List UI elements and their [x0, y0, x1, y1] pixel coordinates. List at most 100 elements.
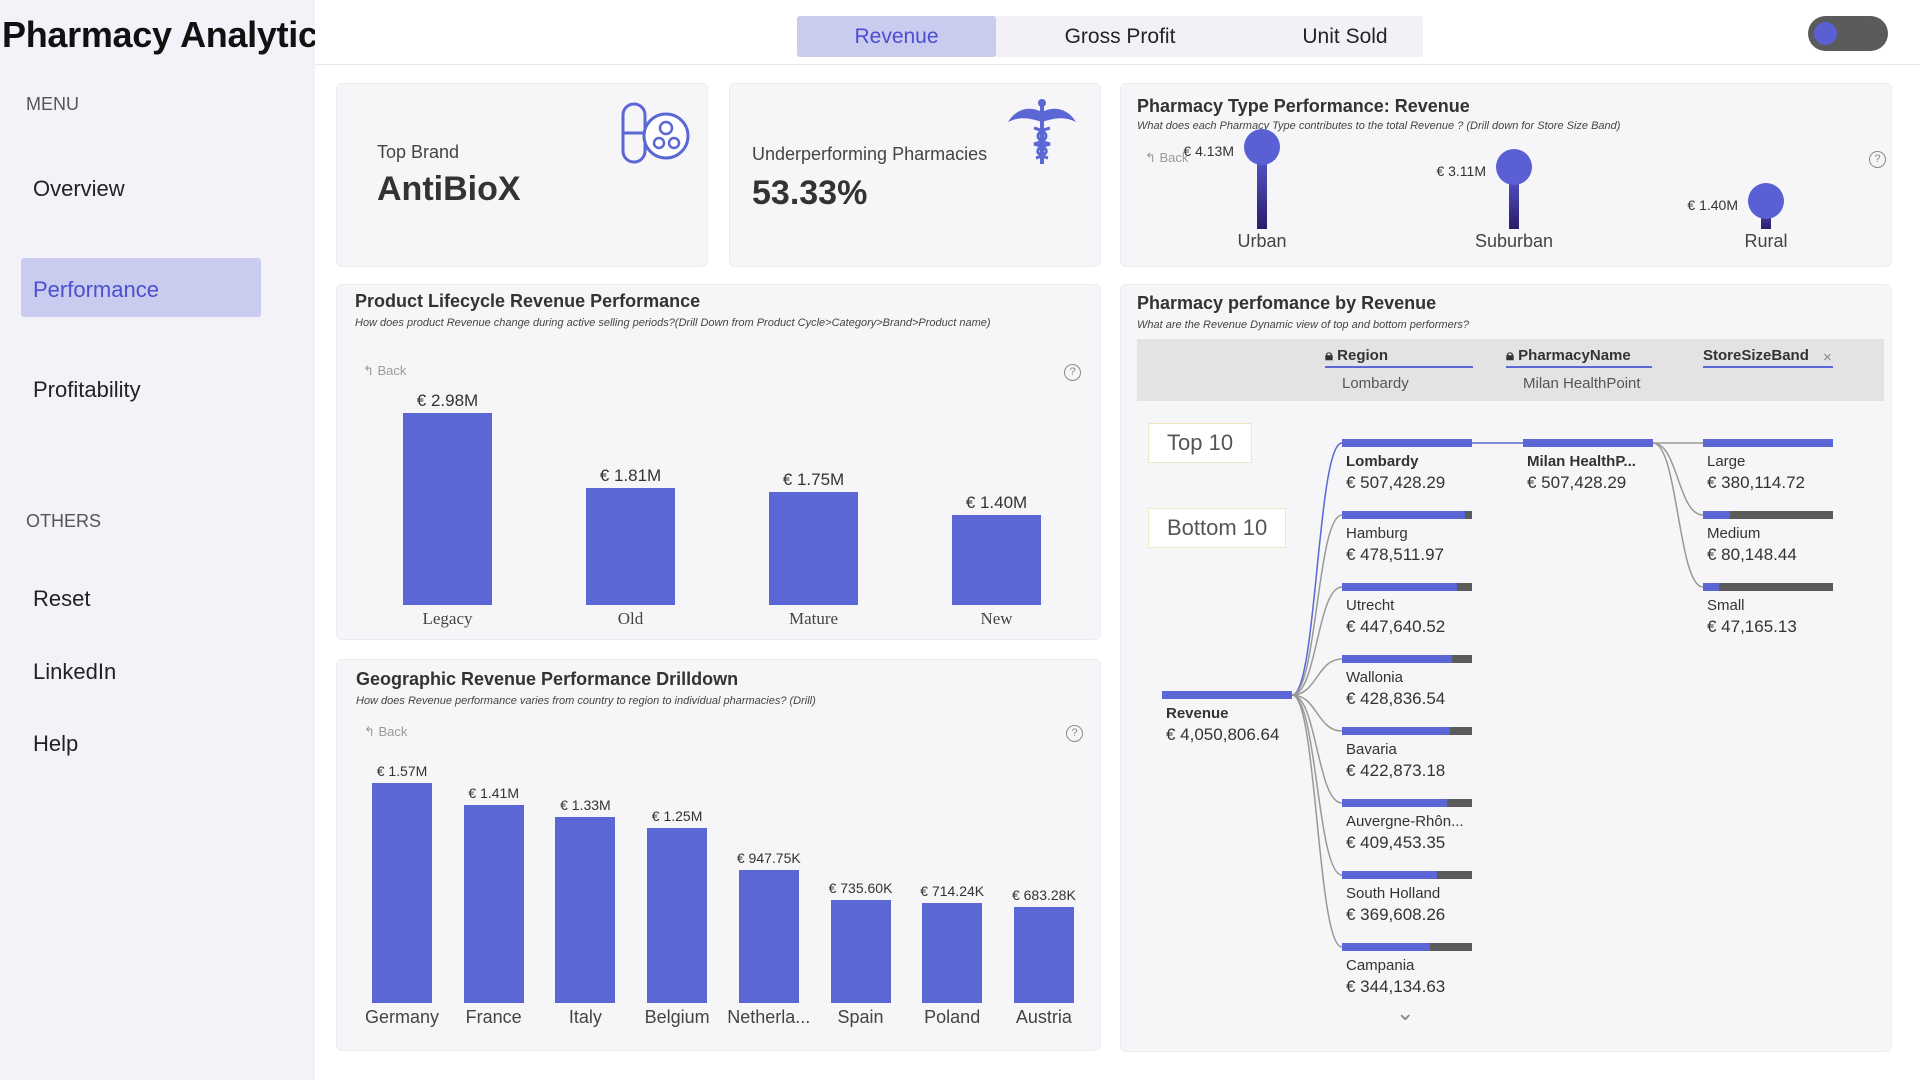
node-name: Auvergne-Rhôn... — [1346, 813, 1464, 830]
connector-line — [1291, 694, 1343, 948]
geographic-category-label: France — [465, 1007, 522, 1027]
region-node[interactable]: Bavaria € 422,873.18 — [1342, 727, 1482, 787]
node-name: Large — [1707, 453, 1746, 470]
connector-line — [1291, 694, 1343, 732]
type-value-label: € 1.40M — [1687, 197, 1738, 214]
decomp-subtitle: What are the Revenue Dynamic view of top… — [1137, 319, 1469, 331]
geographic-bar — [555, 816, 616, 1003]
type-lollipop-stem — [1257, 147, 1267, 229]
nav-item-linkedin[interactable]: LinkedIn — [33, 659, 117, 684]
top-10-button[interactable]: Top 10 — [1148, 423, 1253, 463]
decomp-title: Pharmacy perfomance by Revenue — [1137, 293, 1437, 313]
geographic-card: Geographic Revenue Performance Drilldown… — [336, 659, 1101, 1051]
node-bar-fill — [1342, 439, 1472, 447]
node-bar-fill — [1703, 511, 1731, 519]
type-lollipop-head — [1748, 183, 1784, 220]
store-size-node[interactable]: Large € 380,114.72 — [1703, 439, 1843, 499]
geographic-value-label: € 1.41M — [468, 785, 519, 802]
geographic-value-label: € 1.57M — [376, 763, 428, 779]
back-label: Back — [1159, 150, 1189, 165]
geographic-subtitle: How does Revenue performance varies from… — [356, 695, 816, 707]
nav-item-performance[interactable]: Performance — [33, 277, 159, 302]
node-bar-fill — [1162, 691, 1292, 699]
type-value-label: € 3.11M — [1436, 163, 1486, 180]
region-node[interactable]: Lombardy € 507,428.29 — [1342, 439, 1482, 499]
nav-item-profitability[interactable]: Profitability — [33, 377, 141, 402]
connector-line — [1291, 694, 1343, 876]
geographic-title: Geographic Revenue Performance Drilldown — [356, 669, 739, 689]
geographic-value-label: € 947.75K — [736, 850, 801, 867]
node-name: Milan HealthP... — [1527, 453, 1636, 470]
node-value: € 344,134.63 — [1346, 977, 1446, 996]
geographic-back-button[interactable]: ↰ Back — [364, 724, 408, 739]
region-node[interactable]: South Holland € 369,608.26 — [1342, 871, 1482, 931]
top-brand-card: Top Brand AntiBioX — [336, 83, 708, 267]
help-icon[interactable]: ? — [1066, 725, 1083, 742]
geographic-category-label: Germany — [364, 1007, 440, 1027]
theme-toggle[interactable] — [1808, 16, 1888, 51]
node-name: South Holland — [1346, 885, 1441, 902]
type-category-label: Suburban — [1474, 231, 1554, 251]
pharmacy-node[interactable]: Milan HealthP... € 507,428.29 — [1523, 439, 1663, 499]
remove-level-button[interactable]: × — [1823, 349, 1832, 366]
caduceus-icon — [1008, 99, 1076, 164]
store-size-node[interactable]: Medium € 80,148.44 — [1703, 511, 1843, 571]
sidebar: Pharmacy Analytics MENU Overview Perform… — [0, 0, 338, 1080]
store-size-node[interactable]: Small € 47,165.13 — [1703, 583, 1843, 643]
region-node[interactable]: Auvergne-Rhôn... € 409,453.35 — [1342, 799, 1482, 859]
header-pharmacy-value: Milan HealthPoint — [1523, 375, 1641, 392]
underperforming-card: Underperforming Pharmacies 53.33% — [729, 83, 1101, 267]
header-divider — [315, 64, 1920, 65]
node-name: Revenue — [1166, 705, 1229, 722]
header-store-size-band[interactable]: StoreSizeBand — [1703, 347, 1833, 368]
bottom-10-button[interactable]: Bottom 10 — [1148, 508, 1287, 548]
connector-line — [1291, 658, 1343, 696]
lifecycle-card: Product Lifecycle Revenue Performance Ho… — [336, 284, 1101, 640]
tab-revenue[interactable]: Revenue — [797, 16, 996, 57]
pharmacy-type-back-button[interactable]: ↰ Back — [1145, 150, 1189, 165]
header-pharmacy-name[interactable]: 🔒︎ PharmacyName — [1506, 347, 1652, 368]
node-bar-fill — [1342, 655, 1452, 663]
lifecycle-back-button[interactable]: ↰ Back — [363, 363, 407, 378]
region-node[interactable]: Hamburg € 478,511.97 — [1342, 511, 1482, 571]
others-section-label: OTHERS — [26, 511, 102, 531]
lifecycle-value-label: € 1.75M — [782, 470, 845, 490]
header-region[interactable]: 🔒︎ Region — [1325, 347, 1473, 368]
help-icon[interactable]: ? — [1869, 151, 1886, 168]
geographic-category-label: Austria — [1015, 1007, 1072, 1027]
decomp-root-node[interactable]: Revenue € 4,050,806.64 — [1162, 691, 1302, 751]
node-name: Wallonia — [1346, 669, 1403, 686]
nav-item-reset[interactable]: Reset — [33, 586, 91, 611]
node-name: Small — [1707, 597, 1745, 614]
geographic-bar — [738, 870, 799, 1003]
node-value: € 409,453.35 — [1346, 833, 1446, 852]
node-bar-fill — [1523, 439, 1653, 447]
region-node[interactable]: Utrecht € 447,640.52 — [1342, 583, 1482, 643]
node-value: € 4,050,806.64 — [1166, 725, 1280, 744]
lifecycle-category-label: Legacy — [422, 609, 473, 628]
tab-gross-profit[interactable]: Gross Profit — [1064, 25, 1176, 48]
header-region-value: Lombardy — [1342, 375, 1409, 392]
node-name: Lombardy — [1346, 453, 1419, 470]
lifecycle-category-label: New — [980, 609, 1013, 628]
lifecycle-bar — [586, 488, 675, 605]
nav-item-overview[interactable]: Overview — [33, 176, 125, 201]
tab-unit-sold[interactable]: Unit Sold — [1302, 25, 1388, 48]
region-node[interactable]: Wallonia € 428,836.54 — [1342, 655, 1482, 715]
type-value-label: € 4.13M — [1183, 143, 1234, 159]
scroll-more-icon[interactable]: ⌄ — [1396, 1000, 1415, 1025]
geographic-value-label: € 714.24K — [920, 882, 985, 899]
node-bar-fill — [1342, 943, 1431, 951]
top-brand-value: AntiBioX — [377, 170, 521, 208]
node-bar-fill — [1703, 439, 1833, 447]
connector-line — [1291, 514, 1343, 696]
geographic-category-label: Spain — [837, 1007, 884, 1027]
connector-line — [1291, 586, 1343, 696]
nav-item-help[interactable]: Help — [33, 731, 79, 756]
toggle-knob — [1814, 22, 1837, 45]
region-node[interactable]: Campania € 344,134.63 — [1342, 943, 1482, 1003]
help-icon[interactable]: ? — [1064, 364, 1081, 381]
node-value: € 369,608.26 — [1346, 905, 1446, 924]
geographic-bar — [922, 902, 983, 1003]
decomp-card: Pharmacy perfomance by Revenue What are … — [1120, 284, 1892, 1052]
